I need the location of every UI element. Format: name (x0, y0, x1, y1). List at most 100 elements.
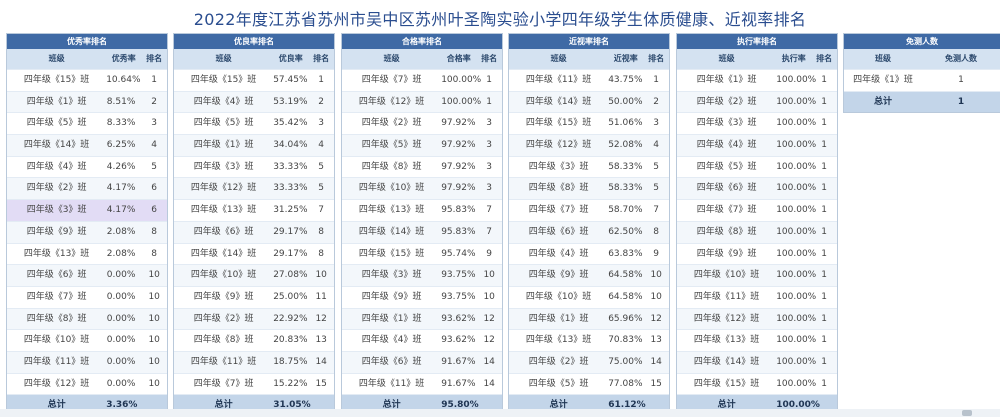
table-row[interactable]: 四年级《12》班 100.00% 1 (677, 307, 837, 330)
table-row[interactable]: 四年级《4》班 93.62% 12 (342, 329, 502, 351)
value-cell: 93.62% (441, 335, 476, 346)
class-cell: 四年级《8》班 (361, 161, 422, 172)
value-cell: 18.75% (273, 356, 308, 367)
table-row[interactable]: 四年级《15》班 57.45% 1 (174, 69, 334, 91)
total-label: 总计 (873, 96, 892, 107)
table-row[interactable]: 四年级《7》班 15.22% 15 (174, 372, 334, 395)
horizontal-scrollbar[interactable] (0, 409, 1000, 417)
table-row[interactable]: 四年级《6》班 100.00% 1 (677, 177, 837, 200)
table-row[interactable]: 四年级《12》班 0.00% 10 (7, 372, 167, 395)
table-row[interactable]: 四年级《6》班 29.17% 8 (174, 220, 334, 243)
table-row[interactable]: 四年级《14》班 29.17% 8 (174, 242, 334, 265)
table-row[interactable]: 四年级《4》班 53.19% 2 (174, 90, 334, 113)
table-row[interactable]: 四年级《3》班 93.75% 10 (342, 264, 502, 286)
table-row[interactable]: 四年级《15》班 100.00% 1 (677, 372, 837, 395)
table-row[interactable]: 四年级《9》班 2.08% 8 (7, 220, 167, 243)
table-row[interactable]: 四年级《4》班 100.00% 1 (677, 134, 837, 156)
rank-cell: 4 (653, 140, 660, 151)
column-header-class: 班级 (875, 54, 891, 63)
table-row[interactable]: 四年级《12》班 100.00% 1 (342, 90, 502, 113)
table-row[interactable]: 四年级《5》班 77.08% 15 (509, 372, 669, 395)
table-row[interactable]: 四年级《2》班 4.17% 6 (7, 177, 167, 200)
rank-cell: 10 (148, 335, 160, 346)
table-row[interactable]: 四年级《2》班 75.00% 14 (509, 350, 669, 373)
column-header-row: 班级 优秀率 排名 (7, 49, 167, 69)
table-row[interactable]: 四年级《12》班 52.08% 4 (509, 134, 669, 156)
table-row[interactable]: 四年级《4》班 63.83% 9 (509, 242, 669, 265)
table-row[interactable]: 四年级《11》班 91.67% 14 (342, 372, 502, 395)
table-row[interactable]: 四年级《11》班 100.00% 1 (677, 285, 837, 308)
rank-cell: 6 (151, 205, 158, 216)
table-row[interactable]: 四年级《15》班 95.74% 9 (342, 242, 502, 265)
table-row[interactable]: 四年级《2》班 97.92% 3 (342, 112, 502, 134)
table-row[interactable]: 四年级《1》班 93.62% 12 (342, 307, 502, 330)
table-row[interactable]: 四年级《9》班 25.00% 11 (174, 285, 334, 308)
table-row[interactable]: 四年级《1》班 8.51% 2 (7, 90, 167, 113)
table-row[interactable]: 四年级《14》班 50.00% 2 (509, 90, 669, 113)
table-row[interactable]: 四年级《5》班 100.00% 1 (677, 155, 837, 178)
table-row[interactable]: 四年级《4》班 4.26% 5 (7, 155, 167, 178)
table-row[interactable]: 四年级《7》班 58.70% 7 (509, 199, 669, 221)
table-row[interactable]: 四年级《13》班 2.08% 8 (7, 242, 167, 265)
value-cell: 100.00% (776, 291, 817, 302)
rank-cell: 1 (821, 378, 828, 389)
table-row[interactable]: 四年级《3》班 33.33% 5 (174, 155, 334, 178)
table-row[interactable]: 四年级《11》班 0.00% 10 (7, 350, 167, 373)
table-row[interactable]: 四年级《5》班 8.33% 3 (7, 112, 167, 134)
table-row[interactable]: 四年级《11》班 18.75% 14 (174, 350, 334, 373)
value-cell: 93.75% (441, 270, 476, 281)
table-row[interactable]: 四年级《1》班 100.00% 1 (677, 69, 837, 91)
table-row[interactable]: 四年级《10》班 64.58% 10 (509, 285, 669, 308)
table-row[interactable]: 四年级《1》班 34.04% 4 (174, 134, 334, 156)
table-row[interactable]: 四年级《9》班 64.58% 10 (509, 264, 669, 286)
table-row[interactable]: 四年级《10》班 97.92% 3 (342, 177, 502, 200)
table-row[interactable]: 四年级《7》班 100.00% 1 (342, 69, 502, 91)
table-row[interactable]: 四年级《8》班 58.33% 5 (509, 177, 669, 200)
table-row[interactable]: 四年级《8》班 20.83% 13 (174, 329, 334, 351)
total-value: 31.05% (273, 400, 311, 411)
rank-cell: 13 (650, 335, 662, 346)
table-row[interactable]: 四年级《2》班 100.00% 1 (677, 90, 837, 113)
table-row[interactable]: 四年级《9》班 93.75% 10 (342, 285, 502, 308)
table-row[interactable]: 四年级《8》班 0.00% 10 (7, 307, 167, 330)
table-row[interactable]: 四年级《14》班 95.83% 7 (342, 220, 502, 243)
table-row[interactable]: 四年级《13》班 31.25% 7 (174, 199, 334, 221)
table-row[interactable]: 四年级《5》班 35.42% 3 (174, 112, 334, 134)
table-row[interactable]: 四年级《13》班 70.83% 13 (509, 329, 669, 351)
table-row[interactable]: 四年级《14》班 100.00% 1 (677, 350, 837, 373)
value-cell: 0.00% (106, 270, 136, 281)
table-row[interactable]: 四年级《8》班 97.92% 3 (342, 155, 502, 178)
table-row[interactable]: 四年级《10》班 100.00% 1 (677, 264, 837, 286)
table-row[interactable]: 四年级《1》班 65.96% 12 (509, 307, 669, 330)
table-row[interactable]: 四年级《9》班 100.00% 1 (677, 242, 837, 265)
table-row[interactable]: 四年级《10》班 0.00% 10 (7, 329, 167, 351)
table-row[interactable]: 四年级《10》班 27.08% 10 (174, 264, 334, 286)
class-cell: 四年级《1》班 (26, 96, 87, 107)
table-row[interactable]: 四年级《3》班 58.33% 5 (509, 155, 669, 178)
rank-cell: 5 (318, 183, 325, 194)
table-row[interactable]: 四年级《6》班 0.00% 10 (7, 264, 167, 286)
rank-cell: 7 (486, 226, 493, 237)
table-row[interactable]: 四年级《7》班 100.00% 1 (677, 199, 837, 221)
table-row[interactable]: 四年级《3》班 100.00% 1 (677, 112, 837, 134)
value-cell: 35.42% (273, 118, 308, 129)
table-row[interactable]: 四年级《13》班 100.00% 1 (677, 329, 837, 351)
table-row[interactable]: 四年级《11》班 43.75% 1 (509, 69, 669, 91)
table-row[interactable]: 四年级《6》班 91.67% 14 (342, 350, 502, 373)
table-row[interactable]: 四年级《6》班 62.50% 8 (509, 220, 669, 243)
class-cell: 四年级《8》班 (193, 335, 254, 346)
table-row[interactable]: 四年级《8》班 100.00% 1 (677, 220, 837, 243)
value-cell: 95.83% (441, 226, 476, 237)
table-row[interactable]: 四年级《12》班 33.33% 5 (174, 177, 334, 200)
table-row[interactable]: 四年级《3》班 4.17% 6 (7, 199, 167, 221)
table-row[interactable]: 四年级《14》班 6.25% 4 (7, 134, 167, 156)
scrollbar-thumb[interactable] (962, 410, 972, 416)
rank-cell: 1 (821, 161, 828, 172)
table-row[interactable]: 四年级《15》班 51.06% 3 (509, 112, 669, 134)
value-cell: 93.62% (441, 313, 476, 324)
table-row[interactable]: 四年级《15》班 10.64% 1 (7, 69, 167, 91)
table-row[interactable]: 四年级《5》班 97.92% 3 (342, 134, 502, 156)
table-row[interactable]: 四年级《7》班 0.00% 10 (7, 285, 167, 308)
table-row[interactable]: 四年级《2》班 22.92% 12 (174, 307, 334, 330)
table-row[interactable]: 四年级《13》班 95.83% 7 (342, 199, 502, 221)
